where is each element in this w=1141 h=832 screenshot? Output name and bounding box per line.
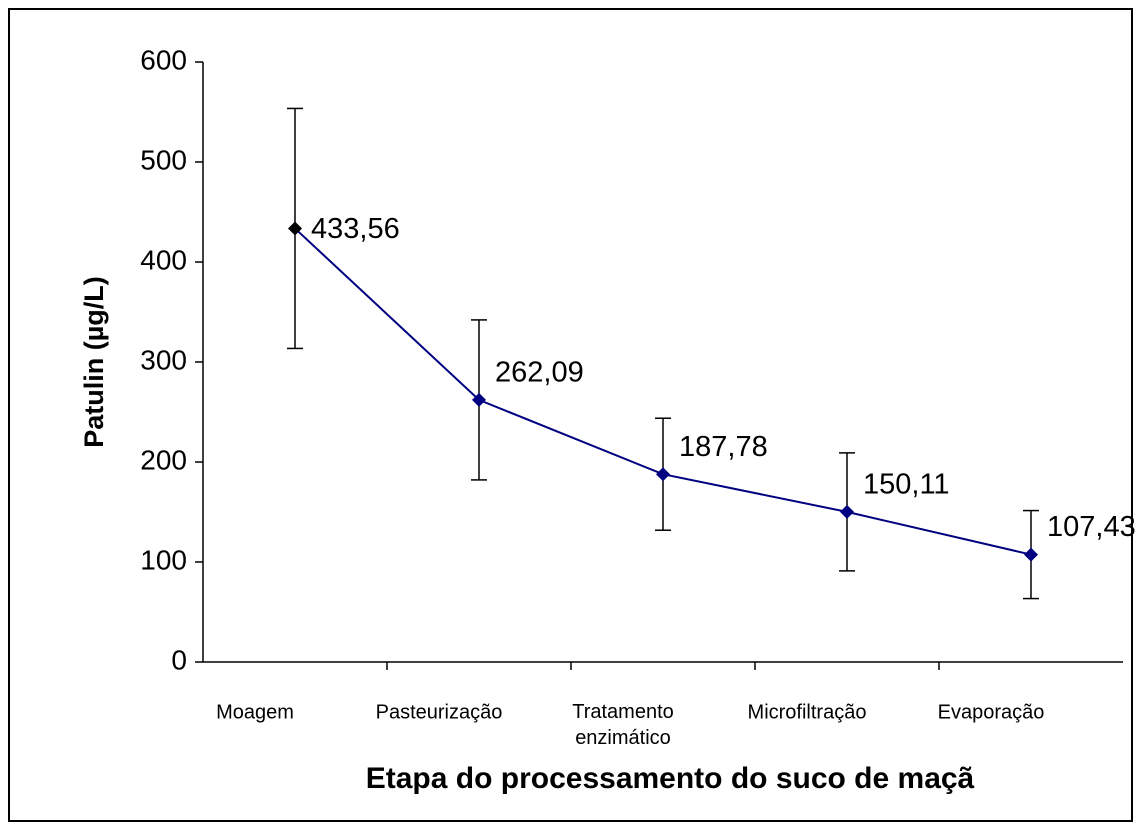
data-label: 433,56 [311,213,400,245]
y-tick-label: 300 [140,344,187,375]
x-tick-label: Evaporação [938,701,1045,723]
y-axis-title: Patulin (µg/L) [79,276,109,448]
point-marker [1024,547,1038,562]
x-tick-label: Pasteurização [376,701,503,723]
y-tick-label: 600 [140,44,187,75]
x-tick-label: Moagem [216,701,294,723]
data-label: 262,09 [495,357,584,389]
point-marker [472,392,486,407]
x-tick-label: Tratamento enzimático [572,701,674,749]
data-label: 107,43 [1047,511,1136,543]
x-tick-label: Microfiltração [748,701,867,723]
y-tick-label: 400 [140,244,187,275]
point-marker [656,467,670,482]
chart-border [8,8,1133,822]
y-tick-label: 100 [140,544,187,575]
y-tick-label: 200 [140,444,187,475]
x-axis-title: Etapa do processamento do suco de maçã [366,762,975,795]
data-label: 187,78 [679,431,768,463]
point-marker [288,221,302,236]
y-tick-label: 0 [171,644,187,675]
data-label: 150,11 [863,469,950,501]
point-marker [840,504,854,519]
y-tick-label: 500 [140,144,187,175]
